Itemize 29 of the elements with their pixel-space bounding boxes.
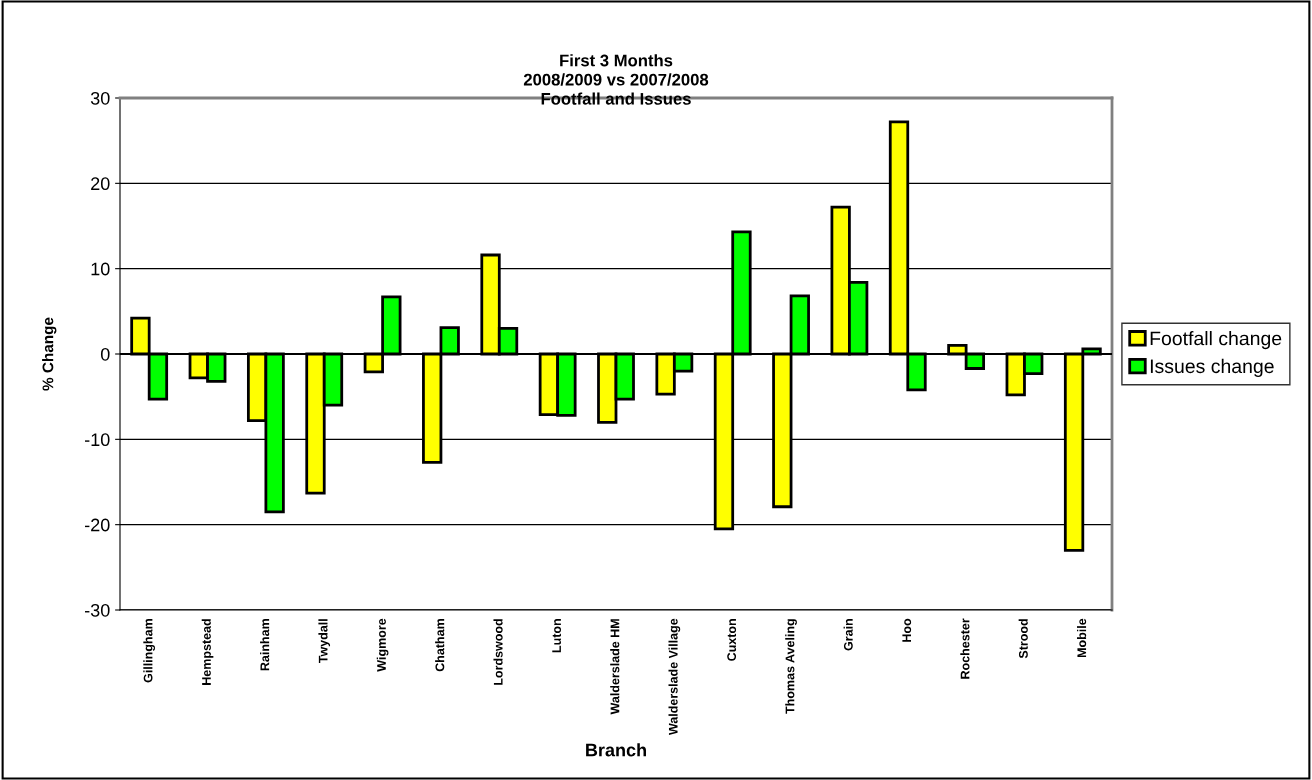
- x-tick-label: Walderslade Village: [668, 618, 681, 736]
- x-tick-label: Strood: [1018, 619, 1028, 659]
- chart-title: First 3 Months 2008/2009 vs 2007/2008 Footfall and Issues: [523, 54, 709, 105]
- x-tick-label: Lordswood: [493, 619, 503, 685]
- x-tick-label: Twydall: [318, 619, 331, 664]
- x-tick-label: Hempstead: [201, 619, 214, 685]
- x-tick-label: Luton: [552, 619, 561, 653]
- x-tick-label: Cuxton: [727, 619, 737, 661]
- y-tick-label: 20: [91, 177, 110, 191]
- x-tick-label: Grain: [843, 619, 853, 651]
- y-tick-label: 30: [90, 91, 110, 105]
- x-tick-label: Gillingham: [143, 619, 156, 683]
- y-tick-label: -10: [84, 433, 110, 447]
- x-tick-label: Rochester: [960, 618, 970, 679]
- x-tick-label: Walderslade HM: [610, 619, 620, 715]
- x-tick-label: Rainham: [260, 619, 270, 671]
- y-axis-title: % Change: [42, 317, 57, 391]
- legend-label: Footfall change: [1150, 331, 1282, 350]
- x-tick-label: Mobile: [1077, 618, 1087, 658]
- x-tick-label: Chatham: [435, 619, 445, 672]
- y-tick-label: -20: [84, 518, 110, 532]
- x-tick-label: Thomas Aveling: [785, 619, 797, 714]
- y-tick-label: 10: [91, 262, 110, 276]
- x-tick-label: Wigmore: [376, 618, 389, 672]
- legend-label: Issues change: [1150, 358, 1274, 377]
- y-tick-label: -30: [84, 603, 110, 617]
- x-axis-title: Branch: [586, 743, 646, 757]
- y-tick-label: 0: [100, 347, 110, 361]
- x-tick-label: Hoo: [902, 618, 912, 642]
